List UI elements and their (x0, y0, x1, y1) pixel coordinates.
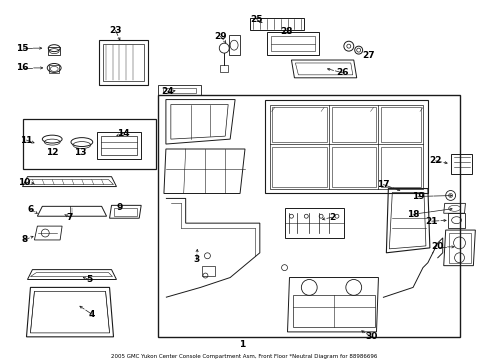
Text: 29: 29 (214, 32, 226, 41)
Text: 22: 22 (428, 156, 441, 165)
Text: 24: 24 (161, 87, 174, 96)
Bar (447, 213, 465, 228)
Text: 7: 7 (67, 213, 73, 222)
Text: 6: 6 (27, 205, 34, 214)
Text: 12: 12 (46, 148, 59, 157)
Text: 8: 8 (21, 235, 28, 244)
Text: 3: 3 (193, 255, 199, 264)
Text: 10: 10 (18, 178, 31, 187)
Bar (381, 108, 420, 142)
Bar (381, 147, 420, 186)
Text: 28: 28 (280, 27, 292, 36)
Text: 9: 9 (116, 203, 122, 212)
Bar (158, 95, 459, 337)
Text: 27: 27 (362, 50, 374, 59)
Bar (202, 266, 215, 275)
Text: 25: 25 (250, 15, 263, 24)
Bar (114, 208, 137, 216)
Text: 21: 21 (425, 217, 437, 226)
Bar (293, 295, 374, 327)
Bar (102, 44, 144, 81)
Text: 2005 GMC Yukon Center Console Compartment Asm, Front Floor *Neutral Diagram for : 2005 GMC Yukon Center Console Compartmen… (111, 354, 376, 359)
Bar (450, 154, 471, 174)
Bar (331, 147, 376, 186)
Bar (448, 233, 470, 263)
Bar (271, 108, 326, 142)
Text: 19: 19 (411, 192, 424, 201)
Bar (266, 32, 319, 55)
Text: 5: 5 (86, 275, 93, 284)
Bar (22, 119, 156, 169)
Text: 20: 20 (431, 242, 443, 251)
Text: 15: 15 (16, 44, 29, 53)
Text: 30: 30 (365, 332, 377, 341)
Bar (220, 65, 228, 72)
Bar (101, 136, 137, 155)
Text: 18: 18 (406, 210, 419, 219)
Text: 2: 2 (328, 213, 334, 222)
Bar (331, 108, 376, 142)
Bar (49, 65, 59, 73)
Text: 11: 11 (20, 136, 33, 145)
Bar (48, 47, 60, 55)
Bar (97, 132, 141, 159)
Bar (271, 147, 326, 186)
Text: 16: 16 (16, 63, 29, 72)
Text: 23: 23 (109, 26, 122, 35)
Text: 26: 26 (336, 68, 348, 77)
Bar (163, 88, 195, 93)
Bar (284, 208, 343, 238)
Text: 1: 1 (239, 340, 244, 349)
Text: 17: 17 (376, 180, 389, 189)
Text: 4: 4 (88, 310, 95, 319)
Text: 14: 14 (117, 129, 129, 138)
Text: 13: 13 (74, 148, 86, 157)
Bar (270, 36, 315, 51)
Bar (99, 40, 148, 85)
Bar (229, 35, 240, 55)
